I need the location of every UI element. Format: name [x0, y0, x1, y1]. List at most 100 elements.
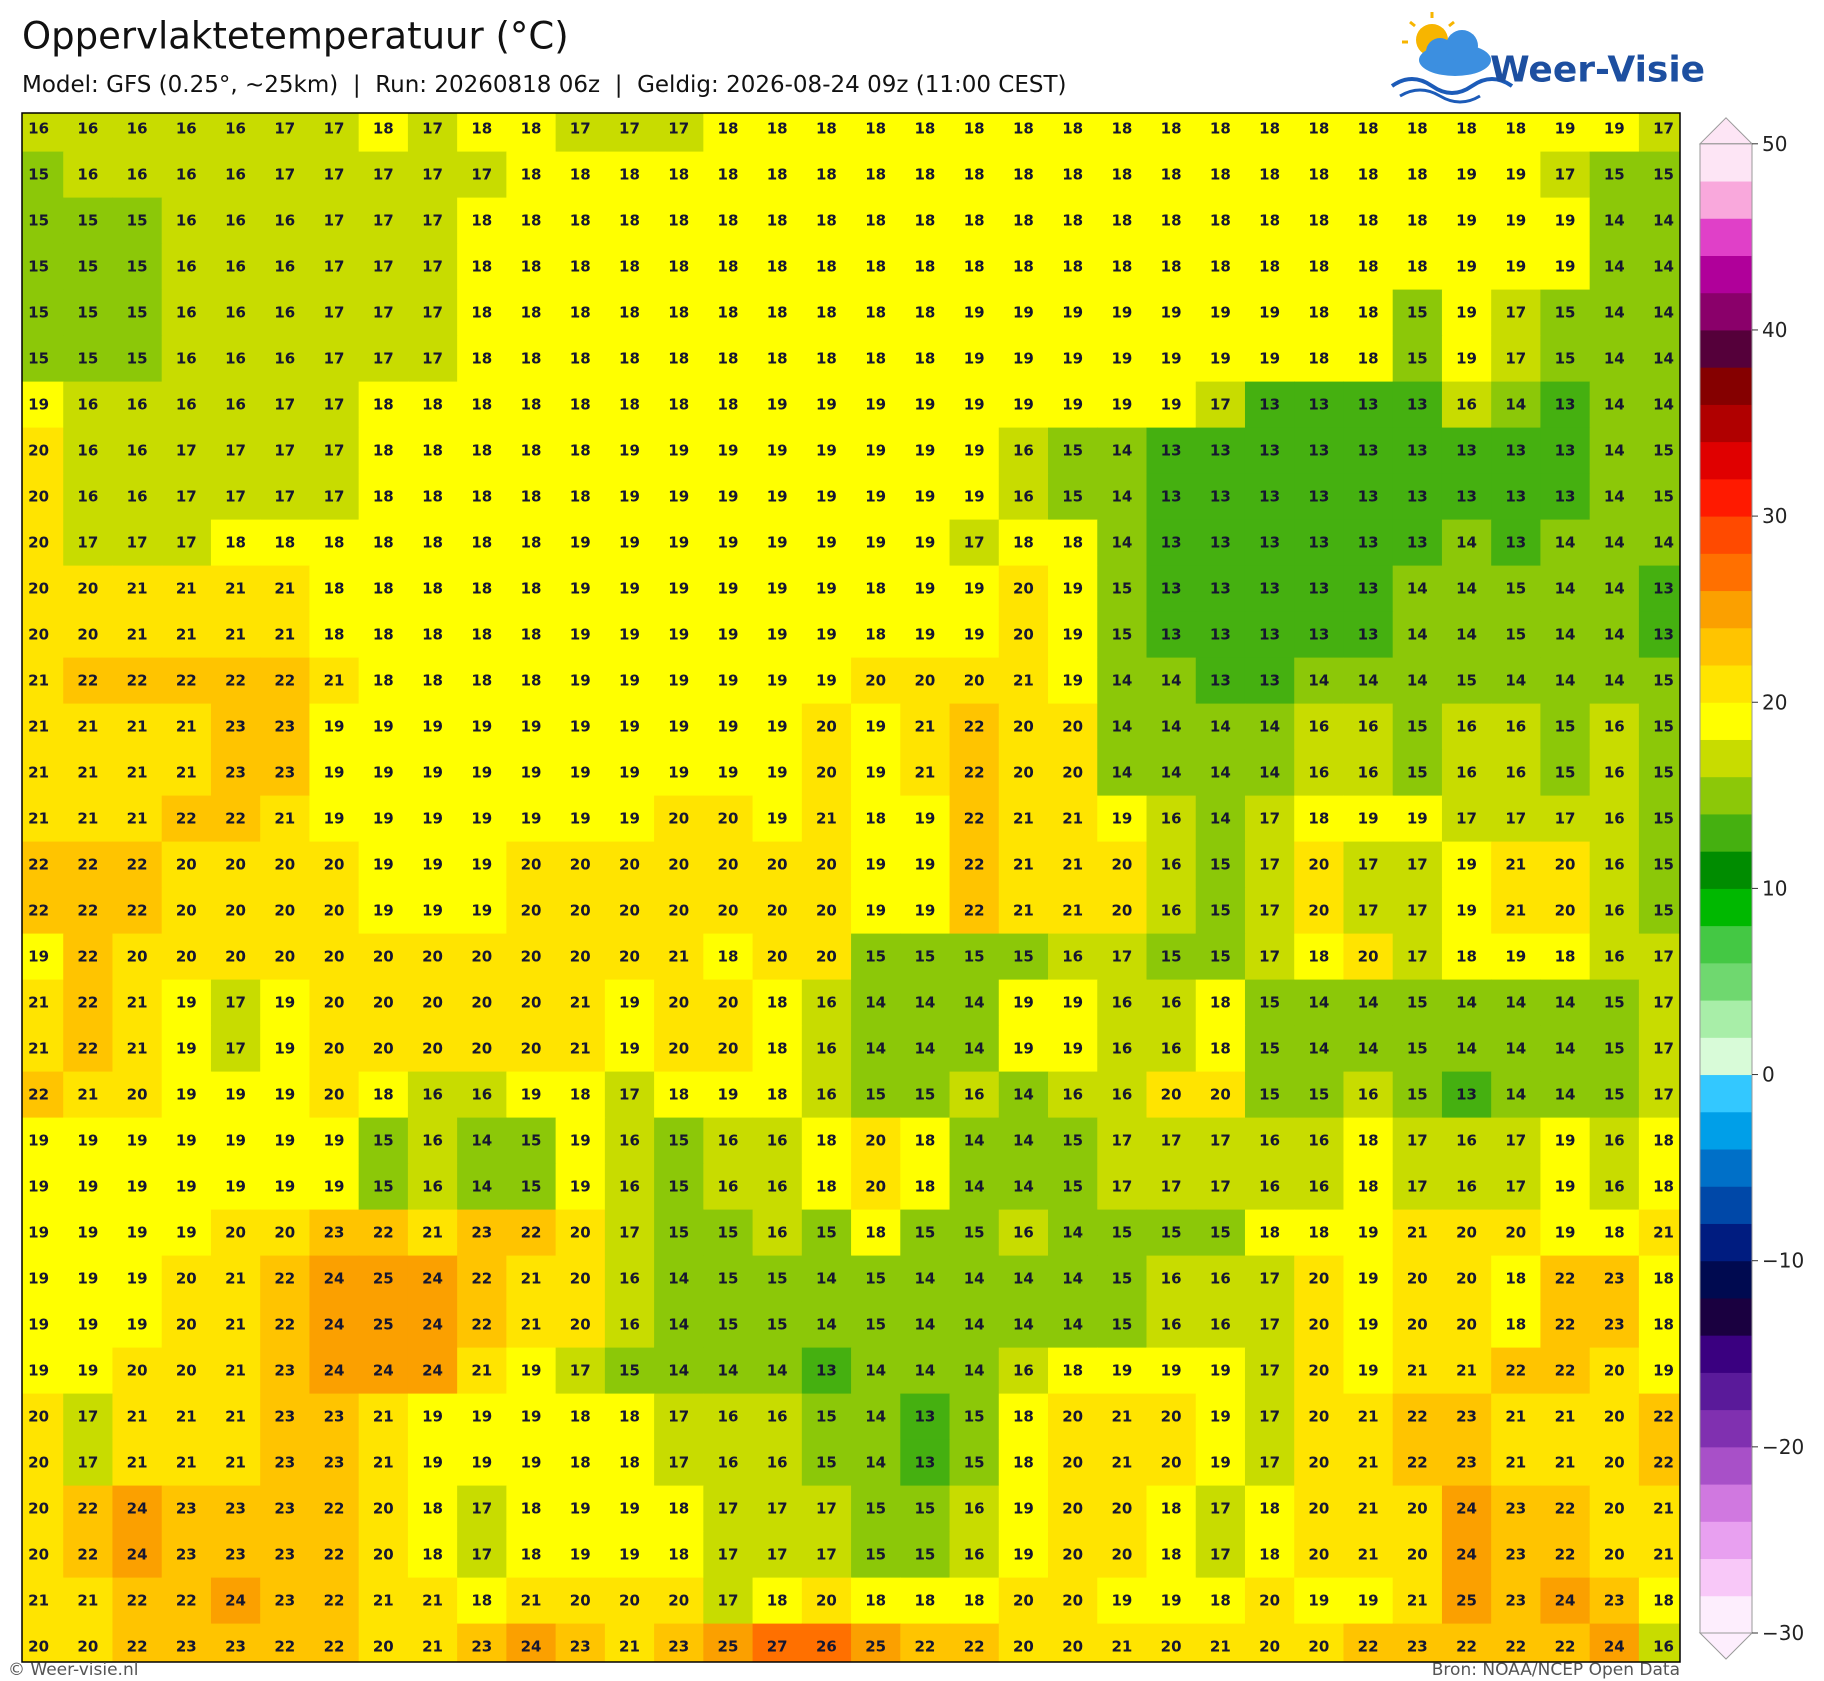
temp-cell [309, 335, 360, 383]
temp-label: 21 [225, 1270, 246, 1288]
temp-label: 17 [570, 120, 591, 138]
temp-label: 17 [1210, 1178, 1231, 1196]
temp-label: 23 [1505, 1546, 1526, 1564]
temp-cell [1244, 381, 1295, 429]
temp-label: 22 [1358, 1638, 1379, 1656]
temp-cell [63, 611, 114, 659]
temp-label: 20 [1555, 856, 1576, 874]
temp-label: 19 [1358, 1362, 1379, 1380]
temp-label: 19 [422, 902, 443, 920]
temp-label: 21 [422, 1224, 443, 1242]
temp-label: 19 [1161, 350, 1182, 368]
temp-cell [22, 841, 64, 889]
temp-label: 21 [1111, 1408, 1132, 1426]
temp-label: 21 [127, 1454, 148, 1472]
temp-label: 17 [1653, 120, 1674, 138]
temp-label: 17 [324, 488, 345, 506]
temp-cell [112, 887, 163, 935]
temp-cell [1146, 243, 1197, 291]
temp-label: 16 [1013, 1224, 1034, 1242]
temp-label: 18 [521, 1546, 542, 1564]
temp-label: 14 [1555, 672, 1576, 690]
temp-cell [555, 841, 606, 889]
temp-cell [1244, 151, 1295, 199]
temp-label: 21 [127, 580, 148, 598]
temp-cell [752, 979, 803, 1027]
temp-cell [1294, 887, 1345, 935]
temp-label: 16 [225, 212, 246, 230]
temp-label: 16 [1161, 1040, 1182, 1058]
temp-cell [210, 611, 261, 659]
temp-label: 18 [471, 626, 492, 644]
temp-label: 25 [865, 1638, 886, 1656]
temp-label: 19 [816, 442, 837, 460]
temp-label: 14 [1653, 396, 1674, 414]
temp-label: 15 [28, 350, 49, 368]
temp-cell [260, 933, 311, 981]
temp-label: 19 [77, 1316, 98, 1334]
temp-cell [1343, 933, 1394, 981]
temp-label: 20 [28, 1454, 49, 1472]
temp-cell [309, 381, 360, 429]
temp-cell [703, 289, 754, 337]
temp-label: 20 [28, 1638, 49, 1656]
temp-label: 23 [225, 1500, 246, 1518]
temp-cell [1195, 933, 1246, 981]
temp-label: 19 [914, 488, 935, 506]
temp-label: 21 [176, 1408, 197, 1426]
temp-cell [555, 749, 606, 797]
temp-cell [309, 749, 360, 797]
temp-label: 20 [1407, 1316, 1428, 1334]
temp-label: 19 [619, 764, 640, 782]
temp-label: 19 [570, 764, 591, 782]
temp-cell [506, 427, 557, 475]
temp-label: 18 [914, 350, 935, 368]
temp-cell [1638, 197, 1680, 245]
temp-label: 20 [1604, 1454, 1625, 1472]
temp-label: 20 [274, 856, 295, 874]
temp-label: 18 [1013, 534, 1034, 552]
temp-label: 15 [964, 1224, 985, 1242]
temp-label: 21 [1505, 902, 1526, 920]
temp-label: 21 [1456, 1362, 1477, 1380]
temp-label: 18 [1308, 258, 1329, 276]
temp-label: 16 [964, 1086, 985, 1104]
temp-label: 19 [668, 626, 689, 644]
temp-label: 15 [1653, 442, 1674, 460]
temp-label: 23 [274, 1500, 295, 1518]
temp-label: 23 [324, 1224, 345, 1242]
temp-cell [1343, 473, 1394, 521]
temp-label: 18 [718, 350, 739, 368]
temp-label: 15 [1062, 442, 1083, 460]
temp-label: 15 [1111, 1270, 1132, 1288]
temp-label: 17 [324, 350, 345, 368]
temp-label: 17 [1555, 166, 1576, 184]
temp-cell [506, 113, 557, 153]
temp-cell [457, 289, 507, 337]
temp-label: 16 [1210, 1270, 1231, 1288]
temp-cell [457, 887, 507, 935]
temp-cell [506, 243, 557, 291]
temp-label: 19 [1456, 350, 1477, 368]
temp-cell [1146, 749, 1197, 797]
temp-label: 19 [77, 1224, 98, 1242]
temp-label: 16 [77, 442, 98, 460]
temp-label: 21 [1062, 856, 1083, 874]
temp-label: 20 [816, 948, 837, 966]
temp-label: 19 [619, 488, 640, 506]
temp-cell [260, 795, 311, 843]
temp-cell [407, 335, 458, 383]
temp-label: 22 [1653, 1454, 1674, 1472]
temp-label: 24 [127, 1546, 148, 1564]
temp-label: 18 [865, 212, 886, 230]
temp-label: 18 [816, 1178, 837, 1196]
temp-label: 18 [767, 994, 788, 1012]
temp-label: 18 [471, 304, 492, 322]
temp-cell [407, 887, 458, 935]
temp-cell [309, 565, 360, 613]
temp-cell [998, 795, 1049, 843]
temp-label: 27 [767, 1638, 788, 1656]
temp-label: 13 [1358, 580, 1379, 598]
temp-label: 17 [767, 1500, 788, 1518]
temp-cell [22, 335, 64, 383]
